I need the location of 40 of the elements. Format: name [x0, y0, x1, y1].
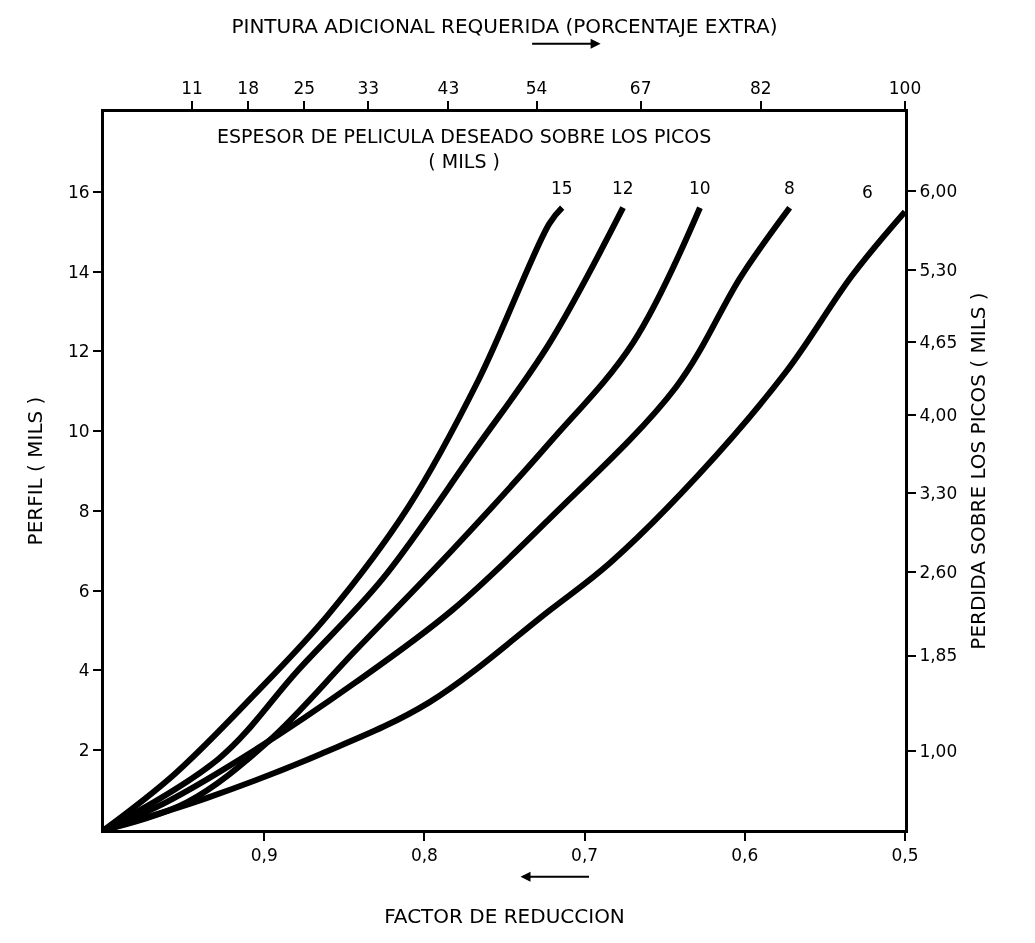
y2-tick-label: 3,30 [919, 483, 958, 504]
y2-tick-label: 6,00 [919, 181, 958, 202]
x2-tick-label: 82 [750, 78, 772, 99]
x-tick-label: 0,9 [250, 845, 278, 866]
y2-tick-label: 4,65 [919, 332, 958, 353]
x-tick-label: 0,8 [410, 845, 438, 866]
y2-tick-label: 1,00 [919, 740, 958, 761]
y2-tick-label: 4,00 [919, 405, 958, 426]
x-tick-label: 0,6 [731, 845, 759, 866]
x2-tick-label: 100 [888, 78, 922, 99]
x2-axis-title: PINTURA ADICIONAL REQUERIDA (PORCENTAJE EXTRA) [231, 13, 778, 38]
x2-tick-label: 18 [237, 78, 259, 99]
x2-tick-label: 43 [437, 78, 460, 99]
y-tick-label: 12 [67, 341, 90, 362]
series-label: 6 [862, 182, 873, 202]
x2-tick-label: 33 [357, 78, 380, 99]
y-axis-title: PERFIL ( MILS ) [23, 396, 48, 546]
x2-tick-label: 54 [525, 78, 548, 99]
y2-tick-label: 1,85 [919, 645, 958, 666]
y-tick-label: 16 [67, 181, 90, 202]
series-label: 12 [612, 178, 634, 198]
series-label: 8 [784, 178, 795, 198]
y-tick-label: 2 [78, 740, 90, 761]
x-tick-label: 0,5 [891, 845, 919, 866]
y-tick-label: 4 [78, 660, 90, 681]
legend-title: ESPESOR DE PELICULA DESEADO SOBRE LOS PICOS ( MILS ) [217, 125, 712, 172]
x2-tick-label: 11 [181, 78, 203, 99]
y2-tick-label: 2,60 [919, 561, 958, 582]
x2-tick-label: 25 [293, 78, 316, 99]
x2-tick-label: 67 [629, 78, 652, 99]
series-label: 15 [551, 178, 573, 198]
y-tick-label: 10 [67, 421, 90, 442]
x-axis-title: FACTOR DE REDUCCION [384, 903, 625, 928]
x-tick-label: 0,7 [571, 845, 599, 866]
y-tick-label: 6 [78, 580, 90, 601]
y2-axis-title: PERDIDA SOBRE LOS PICOS ( MILS ) [965, 292, 990, 650]
y-tick-label: 14 [67, 261, 90, 282]
y2-tick-label: 5,30 [919, 259, 958, 280]
y-tick-label: 8 [78, 500, 90, 521]
series-label: 10 [689, 178, 711, 198]
